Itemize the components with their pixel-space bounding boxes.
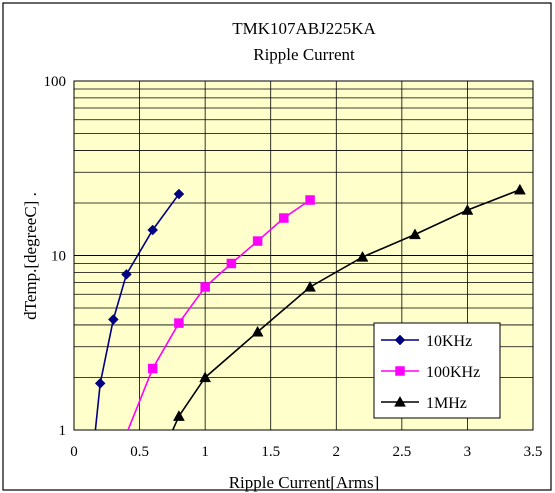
x-tick-label: 0.5: [130, 444, 149, 460]
axis-ticks: 1 10 100 0 0.5 1 1.5 2 2.5 3 3.5: [44, 74, 543, 460]
chart-title: TMK107ABJ225KA: [232, 19, 376, 38]
data-point-1mhz: [356, 251, 369, 262]
y-axis-label: dTemp.[degreeC] .: [21, 192, 40, 320]
data-point-100khz: [200, 282, 210, 292]
data-point-1mhz: [513, 183, 526, 195]
chart-subtitle: Ripple Current: [253, 45, 355, 64]
legend-label-100khz: 100KHz: [426, 364, 480, 381]
x-tick-label: 3: [464, 444, 472, 460]
series-1mhz: [171, 183, 526, 430]
data-point-10khz: [147, 224, 159, 236]
legend: 10KHz 100KHz 1MHz: [373, 322, 501, 419]
data-point-100khz: [279, 213, 289, 223]
data-point-10khz: [94, 378, 106, 389]
x-tick-label: 1.5: [261, 444, 280, 460]
data-point-100khz: [226, 258, 237, 269]
legend-marker-100khz: [395, 366, 405, 376]
legend-label-10khz: 10KHz: [426, 333, 472, 350]
series-line-1mhz: [178, 189, 521, 417]
legend-marker-1mhz: [394, 395, 406, 407]
x-tick-label: 3.5: [524, 444, 543, 460]
legend-marker-10khz: [394, 334, 406, 346]
data-point-1mhz: [172, 410, 185, 421]
data-point-100khz: [305, 195, 315, 205]
x-axis-label: Ripple Current[Arms]: [229, 473, 380, 492]
x-tick-label: 1: [201, 444, 209, 460]
series-line-extension-100khz: [127, 368, 154, 430]
series-100khz: [127, 195, 315, 430]
legend-label-1mhz: 1MHz: [426, 395, 467, 412]
y-tick-label: 100: [44, 74, 67, 90]
data-point-10khz: [107, 314, 119, 325]
y-tick-label: 10: [51, 249, 66, 265]
data-point-1mhz: [251, 325, 264, 337]
series-10khz: [94, 188, 185, 430]
y-tick-label: 1: [59, 423, 67, 439]
x-tick-label: 0: [70, 444, 78, 460]
data-point-100khz: [147, 363, 158, 374]
data-point-1mhz: [461, 204, 474, 215]
x-tick-label: 2: [333, 444, 341, 460]
data-point-10khz: [121, 268, 132, 280]
data-point-100khz: [174, 318, 184, 328]
data-point-1mhz: [409, 228, 421, 240]
grid-lines: [74, 81, 533, 430]
data-point-1mhz: [199, 371, 212, 383]
x-tick-label: 2.5: [392, 444, 411, 460]
series-line-extension-10khz: [94, 383, 102, 430]
data-point-10khz: [173, 188, 185, 200]
data-point-100khz: [252, 236, 263, 246]
data-point-1mhz: [304, 280, 316, 292]
series-layer: [94, 183, 526, 430]
